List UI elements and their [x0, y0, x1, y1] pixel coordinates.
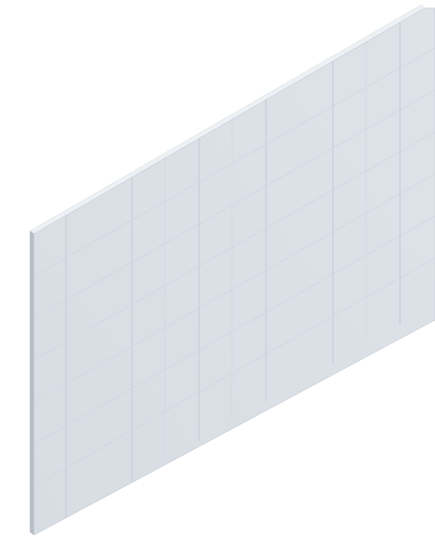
panel-faint-vertical-lines	[164, 41, 367, 460]
course-line	[33, 89, 435, 319]
course-line	[33, 173, 435, 403]
course-line	[33, 47, 435, 277]
panel-vertical-seams	[65, 22, 401, 518]
panel-face	[33, 7, 435, 536]
course-line	[33, 131, 435, 361]
course-line	[33, 215, 435, 445]
panel-side-edge	[29, 230, 35, 536]
panel-horizontal-courses	[33, 47, 435, 487]
course-line	[33, 257, 435, 487]
